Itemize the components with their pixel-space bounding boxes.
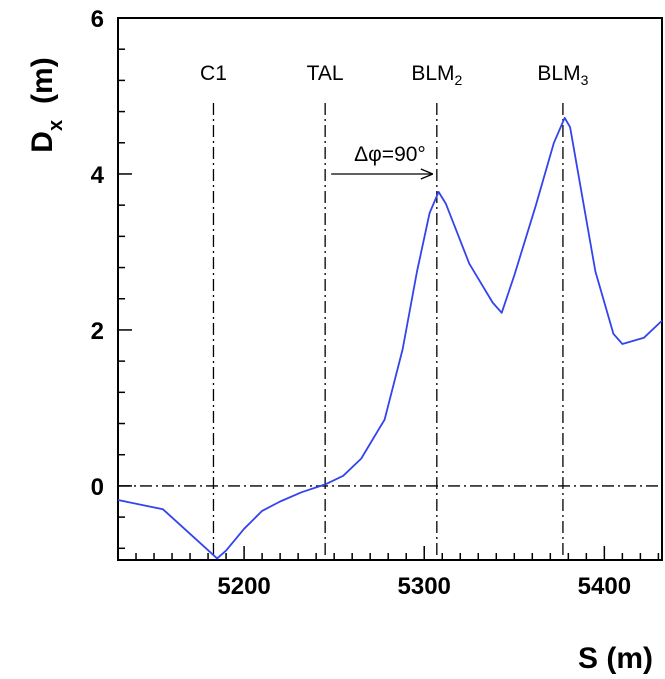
y-tick-label: 0 — [91, 474, 104, 501]
x-tick-label: 5300 — [398, 573, 451, 600]
x-tick-label: 5200 — [217, 573, 270, 600]
y-axis-title-main: D — [26, 131, 59, 153]
marker-label: BLM3 — [537, 62, 588, 88]
y-tick-label: 4 — [91, 162, 105, 189]
y-axis-title-sub: x — [45, 120, 67, 131]
plot-frame — [117, 17, 663, 561]
svg-text:Dx(m): Dx (m) — [26, 57, 67, 152]
marker-label: BLM2 — [411, 62, 462, 88]
marker-label: TAL — [307, 62, 344, 85]
y-axis-title-unit: (m) — [26, 57, 59, 104]
annotation-arrow-head — [420, 168, 434, 180]
y-tick-label: 6 — [91, 6, 104, 33]
y-tick-label: 2 — [91, 318, 104, 345]
annotation-label: Δφ=90° — [354, 143, 426, 166]
x-axis-title: S (m) — [578, 642, 653, 675]
marker-label: C1 — [200, 62, 227, 85]
plot-area: 5200 5300 5400 0 2 4 6 C1 TAL BLM2 BLM3 Δφ=90° — [91, 6, 663, 600]
y-axis-title: Dx (m) — [26, 57, 67, 152]
x-tick-label: 5400 — [578, 573, 631, 600]
series-line — [117, 116, 663, 560]
